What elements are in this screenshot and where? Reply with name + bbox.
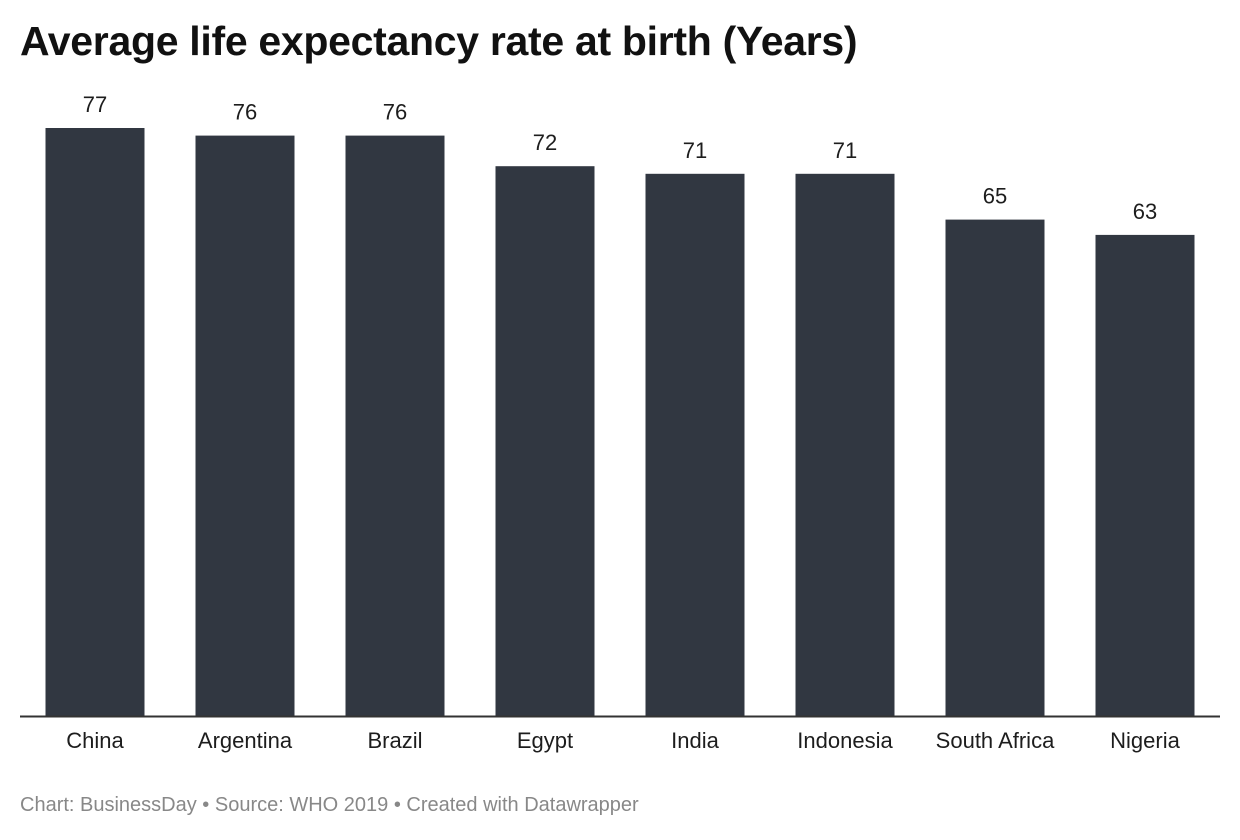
value-labels-group: 77 76 76 72 71 71 65 63 (83, 92, 1157, 224)
category-label: China (66, 728, 124, 753)
category-labels-group: China Argentina Brazil Egypt India Indonesia S… (66, 728, 1180, 753)
chart-footer: Chart: BusinessDay • Source: WHO 2019 • … (20, 794, 639, 816)
value-label: 77 (83, 92, 107, 117)
category-label: Argentina (198, 728, 293, 753)
bar-egypt (495, 166, 595, 716)
bar-south-africa (945, 219, 1045, 716)
value-label: 76 (383, 100, 407, 125)
value-label: 76 (233, 100, 257, 125)
bar-nigeria (1095, 234, 1195, 716)
bar-indonesia (795, 173, 895, 717)
value-label: 71 (833, 138, 857, 163)
bar-brazil (345, 135, 445, 717)
bars-group (45, 128, 1195, 717)
value-label: 65 (983, 184, 1007, 209)
category-label: Egypt (517, 728, 573, 753)
category-label: Nigeria (1110, 728, 1180, 753)
bar-china (45, 128, 145, 716)
value-label: 63 (1133, 199, 1157, 224)
category-label: South Africa (936, 728, 1055, 753)
value-label: 71 (683, 138, 707, 163)
category-label: Brazil (367, 728, 422, 753)
bar-india (645, 173, 745, 717)
chart-title: Average life expectancy rate at birth (Y… (20, 18, 858, 64)
category-label: India (671, 728, 719, 753)
value-label: 72 (533, 130, 557, 155)
bar-argentina (195, 135, 295, 717)
category-label: Indonesia (797, 728, 893, 753)
